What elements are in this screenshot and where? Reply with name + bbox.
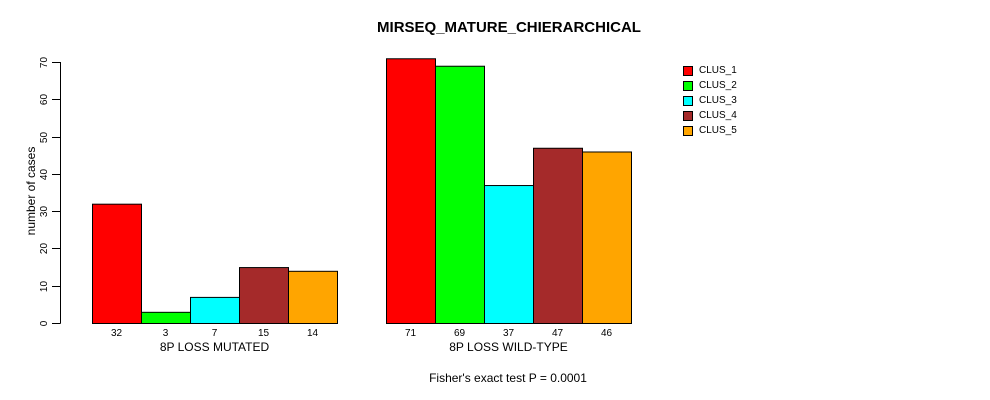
bar-value-label: 37 xyxy=(503,328,515,339)
legend-item: CLUS_2 xyxy=(683,78,737,93)
legend-item: CLUS_5 xyxy=(683,123,737,138)
bar-CLUS_4 xyxy=(533,147,583,324)
y-tick-label: 0 xyxy=(39,320,50,326)
bar-CLUS_1 xyxy=(386,58,436,325)
legend-label: CLUS_2 xyxy=(699,80,737,91)
bar-CLUS_4 xyxy=(239,267,289,325)
bar-CLUS_1 xyxy=(92,203,142,324)
group-label: 8P LOSS MUTATED xyxy=(160,340,270,354)
chart-title: MIRSEQ_MATURE_CHIERARCHICAL xyxy=(377,19,641,36)
bar-CLUS_5 xyxy=(288,270,338,324)
bar-value-label: 69 xyxy=(454,328,466,339)
bar-CLUS_2 xyxy=(141,311,191,325)
legend-label: CLUS_1 xyxy=(699,65,737,76)
legend-item: CLUS_1 xyxy=(683,63,737,78)
bar-CLUS_5 xyxy=(582,151,632,324)
bar-value-label: 47 xyxy=(552,328,564,339)
y-tick-label: 30 xyxy=(39,206,50,218)
y-tick-label: 40 xyxy=(39,169,50,181)
bar-CLUS_3 xyxy=(484,185,534,324)
y-tick-label: 50 xyxy=(39,132,50,144)
legend-label: CLUS_5 xyxy=(699,125,737,136)
group-label: 8P LOSS WILD-TYPE xyxy=(449,340,567,354)
annotation-fishers-test: Fisher's exact test P = 0.0001 xyxy=(429,371,587,385)
legend-label: CLUS_4 xyxy=(699,110,737,121)
bar-value-label: 15 xyxy=(258,328,270,339)
y-tick-label: 60 xyxy=(39,94,50,106)
legend-swatch-CLUS_1 xyxy=(683,65,693,76)
bar-CLUS_3 xyxy=(190,296,240,324)
legend-item: CLUS_3 xyxy=(683,93,737,108)
y-tick-label: 20 xyxy=(39,243,50,255)
legend: CLUS_1 CLUS_2 CLUS_3 CLUS_4 CLUS_5 xyxy=(683,63,737,138)
legend-label: CLUS_3 xyxy=(699,95,737,106)
legend-swatch-CLUS_4 xyxy=(683,110,693,121)
bar-value-label: 46 xyxy=(601,328,613,339)
bar-value-label: 32 xyxy=(111,328,123,339)
legend-swatch-CLUS_2 xyxy=(683,80,693,91)
legend-item: CLUS_4 xyxy=(683,108,737,123)
y-tick-label: 70 xyxy=(39,57,50,69)
bar-CLUS_2 xyxy=(435,65,485,324)
legend-swatch-CLUS_5 xyxy=(683,125,693,136)
bar-value-label: 7 xyxy=(212,328,218,339)
bar-value-label: 3 xyxy=(163,328,169,339)
y-tick-label: 10 xyxy=(39,281,50,293)
bar-value-label: 71 xyxy=(405,328,417,339)
bar-value-label: 14 xyxy=(307,328,319,339)
legend-swatch-CLUS_3 xyxy=(683,95,693,106)
